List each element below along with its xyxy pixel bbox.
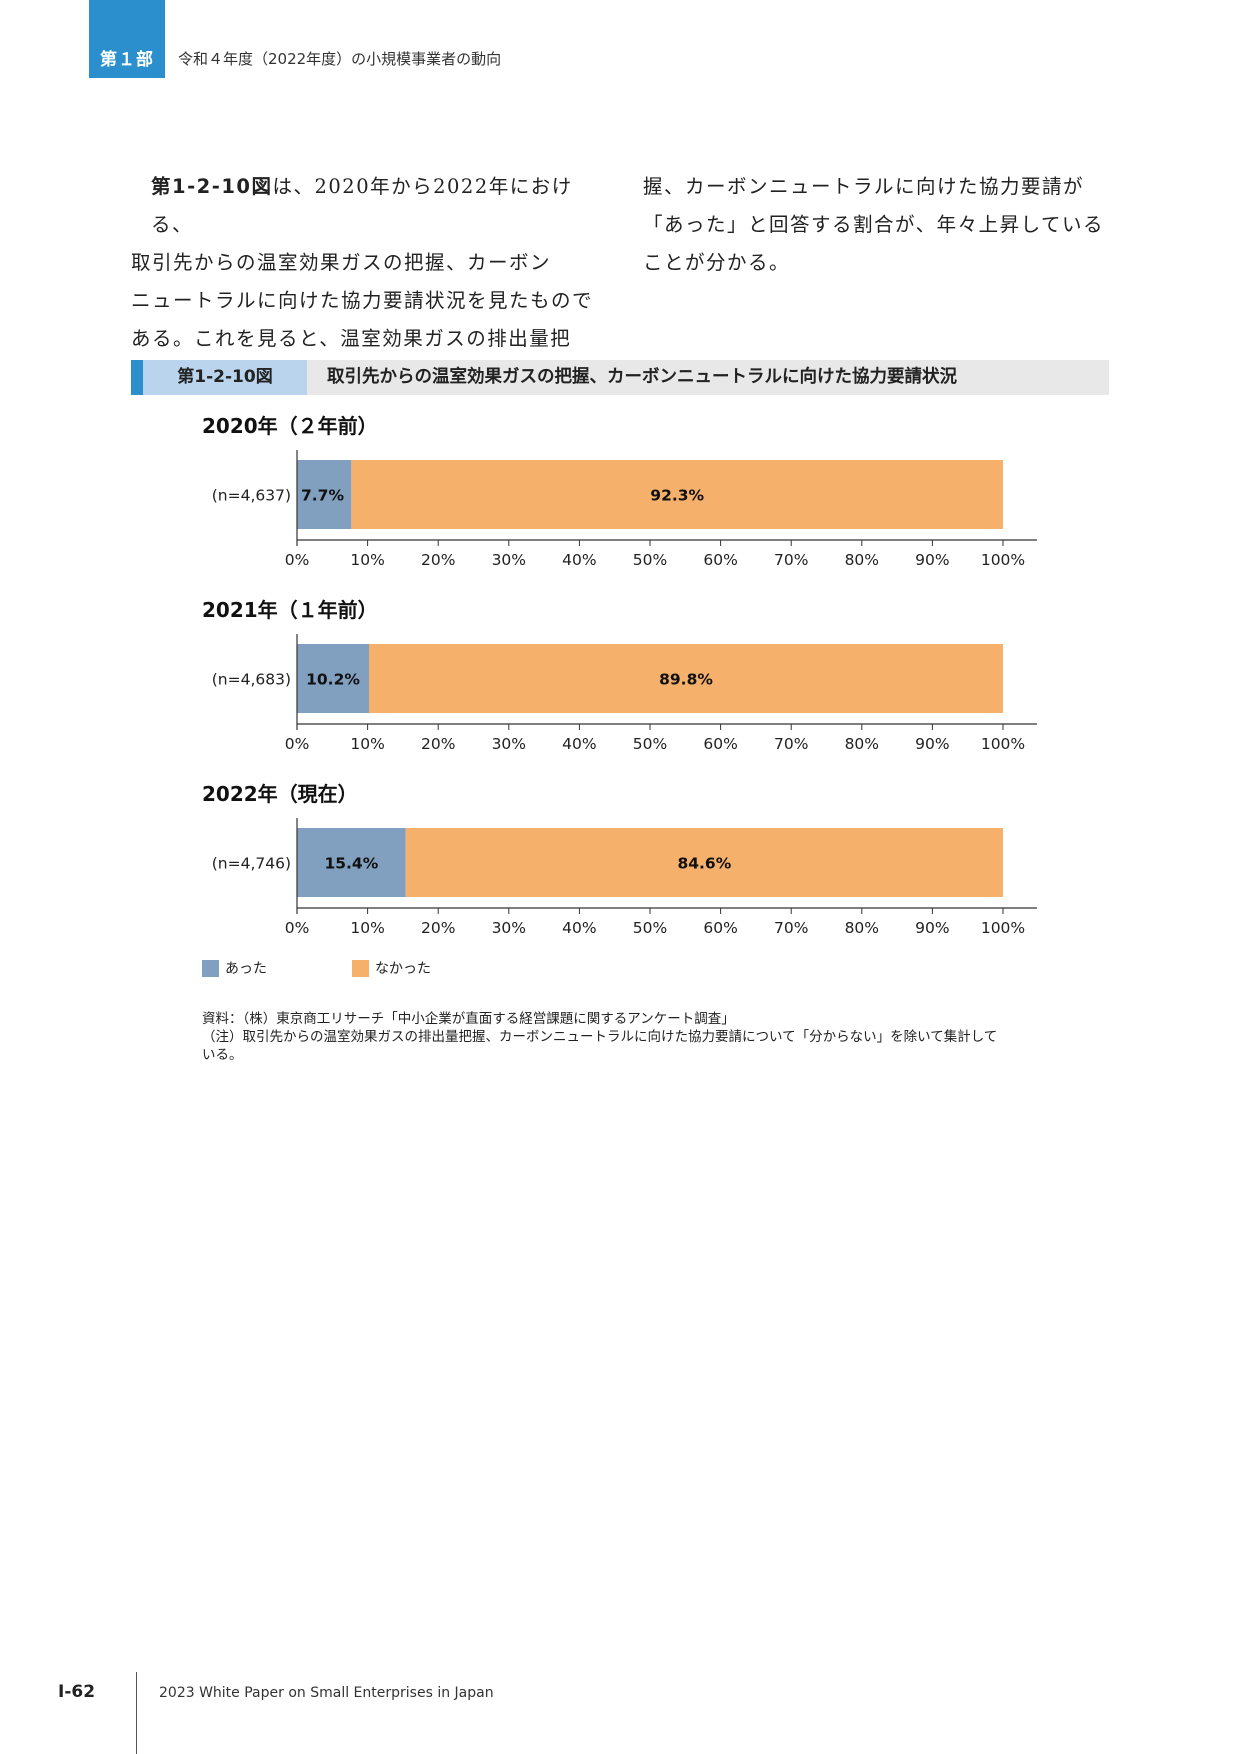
x-tick-label: 50% [633, 919, 667, 937]
bar-segment-atta [297, 644, 370, 713]
data-label: 92.3% [650, 487, 704, 505]
x-tick-label: 10% [350, 919, 384, 937]
data-label: 15.4% [324, 855, 378, 873]
body-column-1: 第1-2-10図は、2020年から2022年における、取引先からの温室効果ガスの… [131, 168, 601, 358]
legend-label-nakatta: なかった [375, 961, 431, 977]
source-note: 資料：（株）東京商工リサーチ「中小企業が直面する経営課題に関するアンケート調査」 [202, 1011, 735, 1027]
section-title: 令和４年度（2022年度）の小規模事業者の動向 [178, 50, 502, 68]
x-tick-label: 60% [703, 919, 737, 937]
x-tick-label: 70% [774, 919, 808, 937]
x-tick-label: 80% [845, 551, 879, 569]
x-tick-label: 30% [492, 551, 526, 569]
x-tick-label: 20% [421, 551, 455, 569]
data-label: 84.6% [677, 855, 731, 873]
x-tick-label: 40% [562, 551, 596, 569]
col2-line: 「あった」と回答する割合が、年々上昇している [643, 206, 1113, 244]
x-tick-label: 60% [703, 551, 737, 569]
data-label: 89.8% [659, 671, 713, 689]
col1-line: 取引先からの温室効果ガスの把握、カーボン [131, 244, 601, 282]
x-tick-label: 10% [350, 551, 384, 569]
figure-number: 第1-2-10図 [143, 360, 307, 395]
panel-title: 2021年（１年前） [202, 598, 378, 622]
category-label: (n=4,746) [212, 855, 291, 873]
data-label: 7.7% [301, 487, 344, 505]
x-tick-label: 0% [285, 551, 310, 569]
body-text-span: ことが分かる。 [643, 251, 791, 274]
footer-divider [136, 1672, 137, 1754]
bar-segment-nakatta [405, 828, 1003, 897]
col2-line: 握、カーボンニュートラルに向けた協力要請が [643, 168, 1113, 206]
publication-title: 2023 White Paper on Small Enterprises in… [159, 1685, 494, 1701]
panel-title: 2020年（２年前） [202, 414, 378, 438]
x-tick-label: 70% [774, 735, 808, 753]
body-text-span: は、2020年から2022年における、 [151, 175, 573, 236]
bar-segment-nakatta [369, 644, 1004, 713]
col1-line: 第1-2-10図は、2020年から2022年における、 [131, 168, 601, 244]
x-tick-label: 10% [350, 735, 384, 753]
bar-segment-nakatta [351, 460, 1003, 529]
body-text-span: 「あった」と回答する割合が、年々上昇している [643, 213, 1105, 236]
col1-line: ニュートラルに向けた協力要請状況を見たもので [131, 282, 601, 320]
legend-label-atta: あった [225, 961, 267, 977]
x-tick-label: 100% [981, 735, 1025, 753]
x-tick-label: 100% [981, 919, 1025, 937]
x-tick-label: 100% [981, 551, 1025, 569]
footnote: （注）取引先からの温室効果ガスの排出量把握、カーボンニュートラルに向けた協力要請… [202, 1029, 998, 1063]
body-text-span: 握、カーボンニュートラルに向けた協力要請が [643, 175, 1085, 198]
data-label: 10.2% [306, 671, 360, 689]
figure-title-bar: 第1-2-10図 取引先からの温室効果ガスの把握、カーボンニュートラルに向けた協… [131, 360, 1109, 395]
x-tick-label: 40% [562, 919, 596, 937]
col1-line: ある。これを見ると、温室効果ガスの排出量把 [131, 320, 601, 358]
body-text-span: ある。これを見ると、温室効果ガスの排出量把 [131, 327, 572, 350]
body-text-span: 取引先からの温室効果ガスの把握、カーボン [131, 251, 552, 274]
x-tick-label: 20% [421, 735, 455, 753]
figure-title: 取引先からの温室効果ガスの把握、カーボンニュートラルに向けた協力要請状況 [327, 367, 957, 387]
part-label: 第１部 [100, 50, 154, 70]
x-tick-label: 50% [633, 551, 667, 569]
x-tick-label: 0% [285, 919, 310, 937]
x-tick-label: 70% [774, 551, 808, 569]
x-tick-label: 0% [285, 735, 310, 753]
legend-swatch-atta [202, 960, 219, 977]
x-tick-label: 20% [421, 919, 455, 937]
category-label: (n=4,637) [212, 487, 291, 505]
body-text-span: ニュートラルに向けた協力要請状況を見たもので [131, 289, 594, 312]
x-tick-label: 30% [492, 735, 526, 753]
figure-accent [131, 360, 143, 395]
category-label: (n=4,683) [212, 671, 291, 689]
x-tick-label: 80% [845, 919, 879, 937]
part-tab: 第１部 [89, 0, 165, 78]
x-tick-label: 60% [703, 735, 737, 753]
panel-title: 2022年（現在） [202, 782, 358, 806]
col2-line: ことが分かる。 [643, 244, 1113, 282]
figure-notes: 資料：（株）東京商工リサーチ「中小企業が直面する経営課題に関するアンケート調査」… [202, 1010, 1032, 1064]
x-tick-label: 90% [915, 919, 949, 937]
stacked-bar-chart: 2020年（２年前） (n=4,637) 7.7% 92.3% 0% 10% 20% 30% 4… [202, 414, 1037, 937]
body-column-2: 握、カーボンニュートラルに向けた協力要請が 「あった」と回答する割合が、年々上昇し… [643, 168, 1113, 282]
bar-segment-atta [297, 460, 352, 529]
x-tick-label: 90% [915, 551, 949, 569]
x-tick-label: 40% [562, 735, 596, 753]
legend-swatch-nakatta [352, 960, 369, 977]
x-tick-label: 90% [915, 735, 949, 753]
x-tick-label: 50% [633, 735, 667, 753]
x-tick-label: 30% [492, 919, 526, 937]
x-tick-label: 80% [845, 735, 879, 753]
figure-reference: 第1-2-10図 [151, 175, 273, 198]
bar-segment-atta [297, 828, 406, 897]
page-number: Ⅰ-62 [58, 1682, 96, 1702]
